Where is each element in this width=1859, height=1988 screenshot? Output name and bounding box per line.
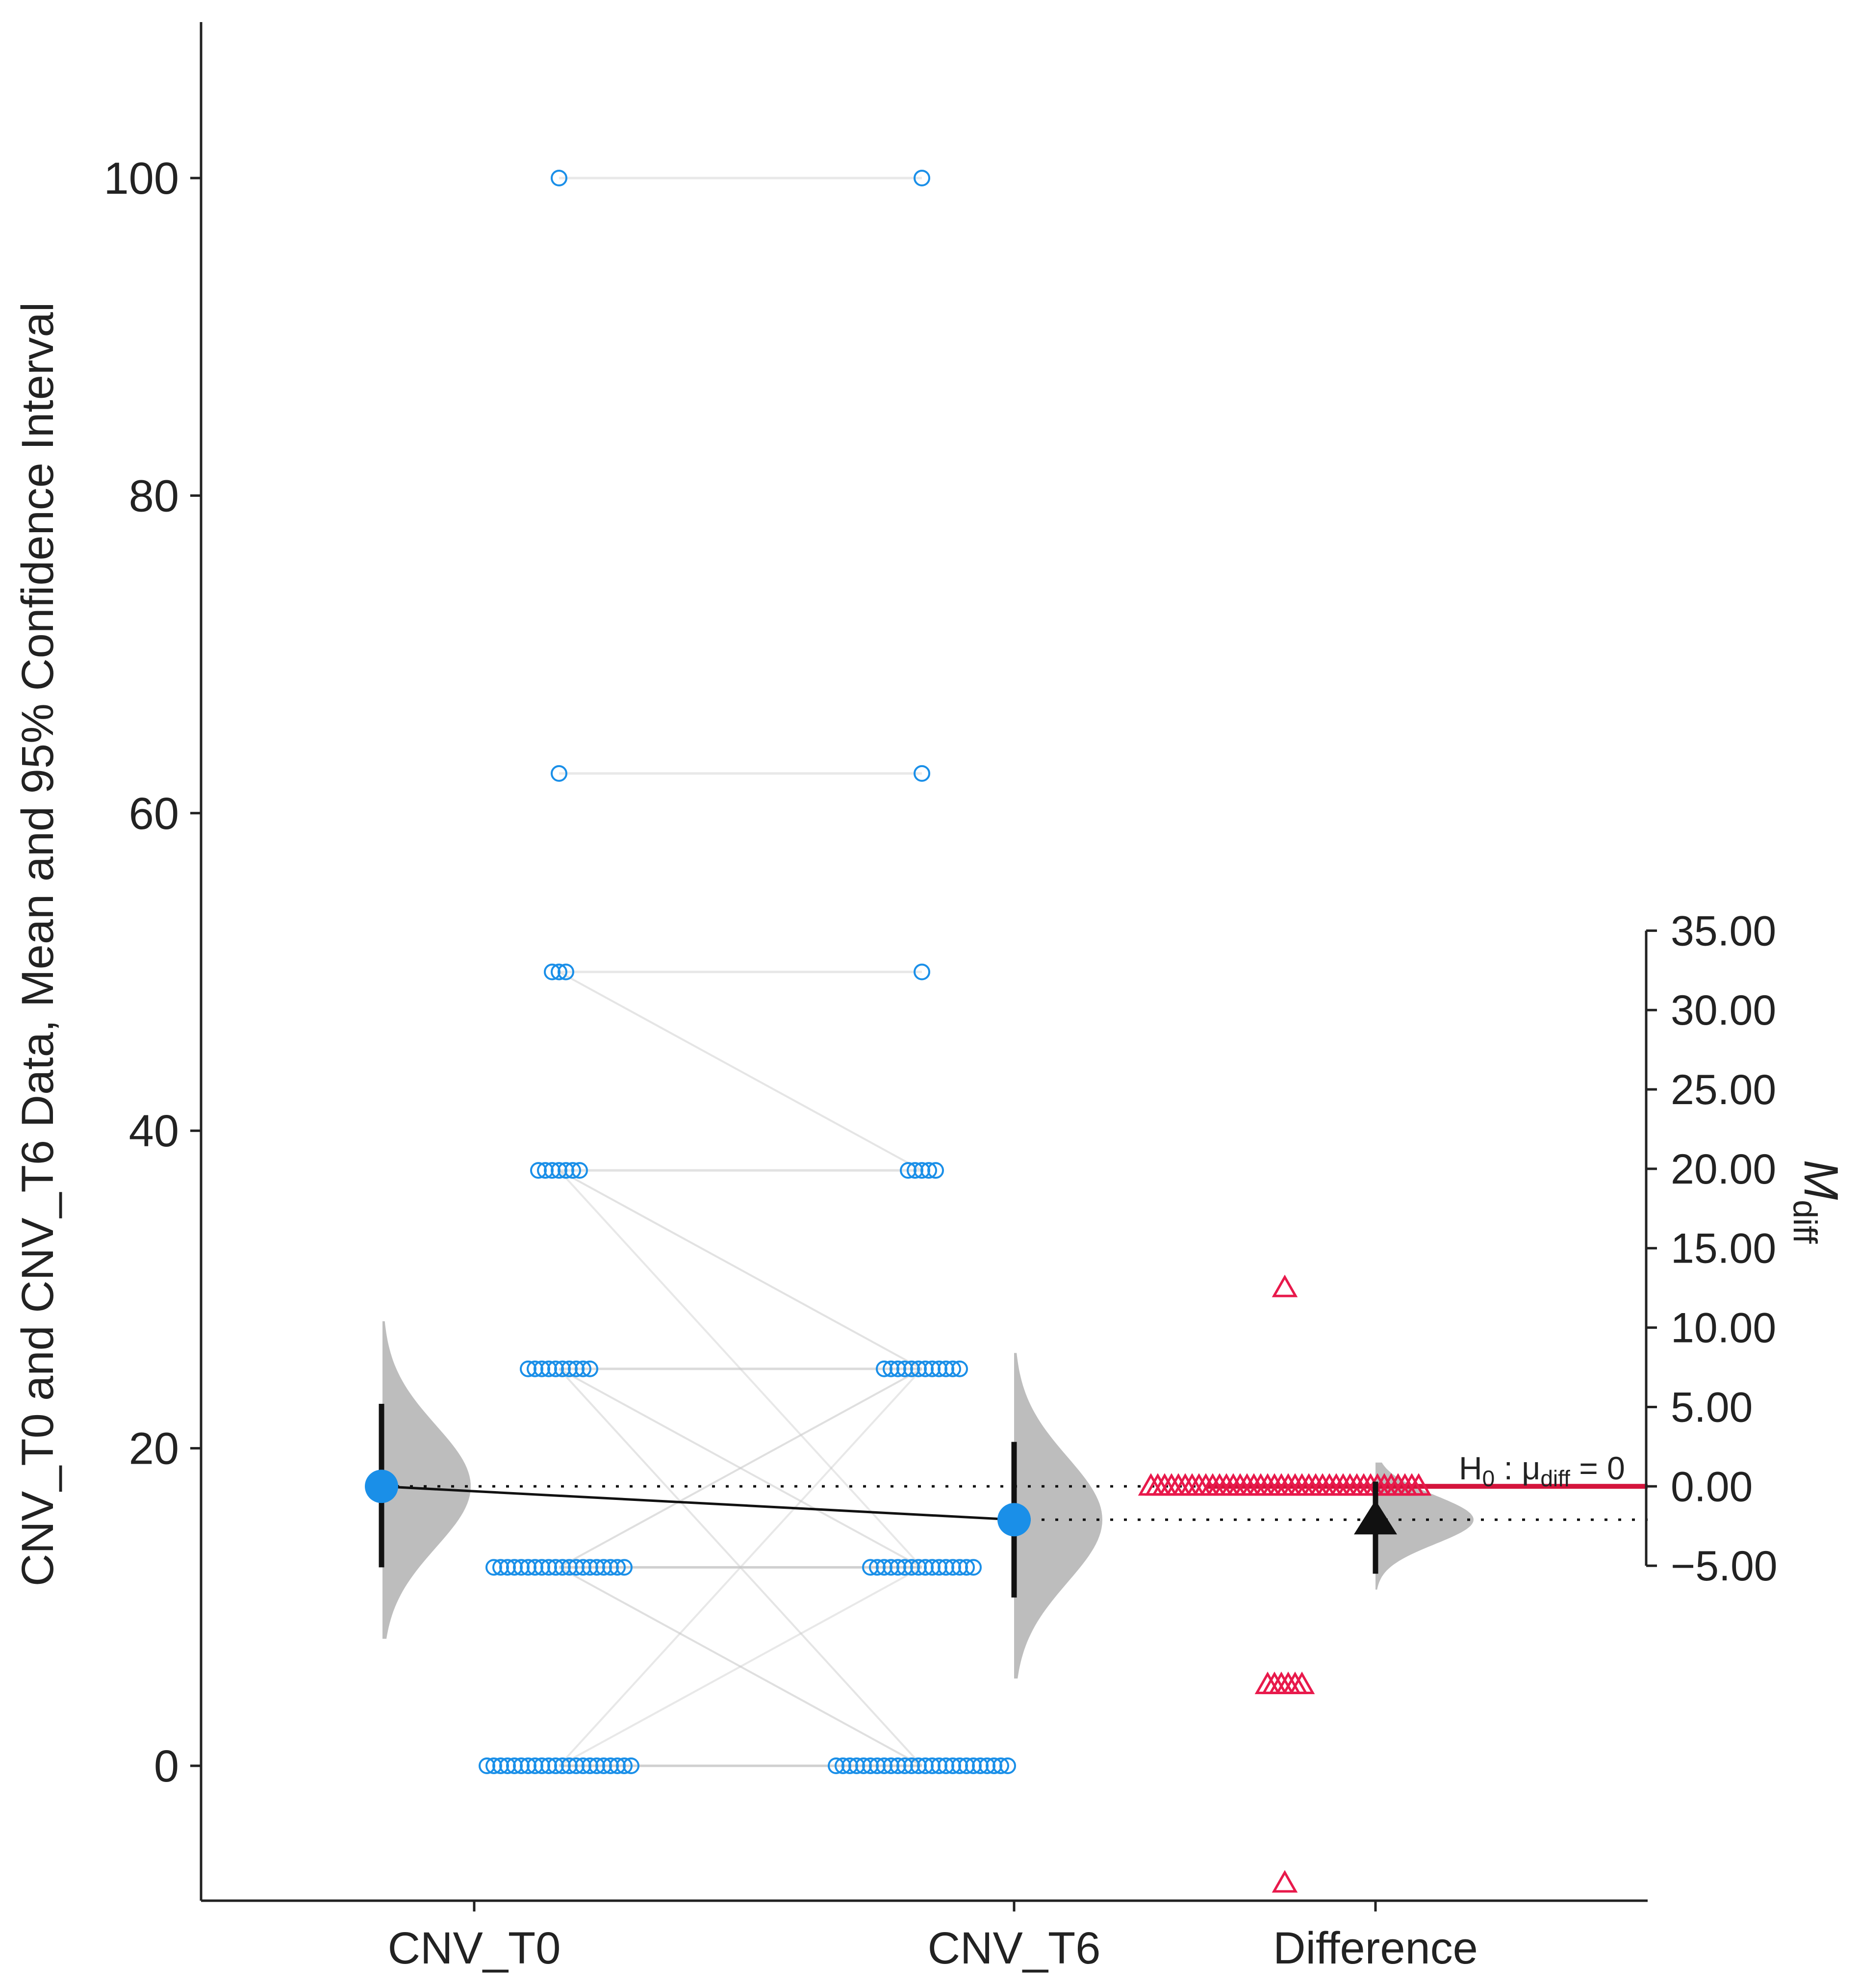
x-tick-label: Difference	[1273, 1923, 1478, 1973]
pair-line	[558, 1368, 923, 1767]
data-points-layer	[479, 170, 1432, 1893]
difference-tick-label: 35.00	[1671, 907, 1776, 955]
data-point	[914, 765, 930, 782]
mean-connector-line	[381, 1485, 1015, 1521]
data-point	[965, 1559, 982, 1576]
null-hypothesis-h: H	[1459, 1450, 1482, 1486]
density-curve	[1014, 1353, 1102, 1678]
data-point	[999, 1757, 1016, 1774]
data-point	[623, 1757, 639, 1774]
y-axis-label: CNV_T0 and CNV_T6 Data, Mean and 95% Con…	[13, 302, 63, 1586]
data-point	[920, 1162, 937, 1179]
difference-axis-label: Mdiff	[1786, 1160, 1848, 1243]
difference-tick-label: −5.00	[1671, 1543, 1778, 1590]
paired-lines-layer	[558, 177, 923, 1767]
means-layer	[365, 1403, 1397, 1598]
y-tick-label: 20	[129, 1424, 179, 1474]
difference-tick-label: 25.00	[1671, 1066, 1776, 1113]
difference-tick-label: 0.00	[1671, 1463, 1753, 1510]
null-hypothesis-label: H0 : μdiff = 0	[1459, 1450, 1625, 1491]
data-point	[958, 1559, 975, 1576]
x-tick-label: CNV_T6	[928, 1923, 1101, 1973]
data-point	[914, 963, 930, 981]
pair-line	[559, 1566, 922, 1767]
data-point	[914, 170, 930, 186]
data-point	[564, 1162, 581, 1179]
difference-tick-label: 30.00	[1671, 987, 1776, 1034]
data-point	[616, 1757, 633, 1774]
y-tick-label: 40	[129, 1106, 179, 1156]
null-hypothesis-h-sub: 0	[1482, 1466, 1495, 1491]
mean-marker-t0	[365, 1470, 398, 1503]
y-tick-label: 60	[129, 789, 179, 839]
difference-point	[1272, 1274, 1298, 1297]
pair-line	[559, 971, 922, 1171]
difference-point	[1405, 1473, 1432, 1496]
data-point	[616, 1559, 633, 1576]
data-point	[609, 1559, 626, 1576]
mean-marker-t6	[997, 1503, 1031, 1537]
data-point	[551, 170, 567, 186]
pair-line	[559, 1368, 922, 1569]
difference-axis-label-main: M	[1794, 1160, 1848, 1200]
difference-tick-label: 15.00	[1671, 1225, 1776, 1272]
pair-line	[559, 1566, 922, 1767]
y-tick-label: 100	[104, 154, 179, 204]
axes-layer: 0 20 40 60 80 100 CNV_T0 CNV_T6 Difference 35.00 3…	[104, 22, 1778, 1973]
data-point	[575, 1360, 591, 1377]
pair-line	[559, 1169, 922, 1370]
data-point	[927, 1162, 944, 1179]
data-point	[951, 1360, 968, 1377]
y-tick-label: 0	[154, 1741, 179, 1791]
data-point	[551, 963, 567, 981]
null-hypothesis-mu-sub: diff	[1540, 1466, 1570, 1491]
x-tick-label: CNV_T0	[388, 1923, 561, 1973]
data-point	[551, 765, 567, 782]
data-point	[944, 1360, 961, 1377]
difference-tick-label: 20.00	[1671, 1146, 1776, 1193]
difference-tick-label: 10.00	[1671, 1305, 1776, 1352]
difference-point	[1272, 1870, 1298, 1893]
data-point	[558, 963, 574, 981]
density-curve	[382, 1321, 471, 1639]
y-tick-label: 80	[129, 471, 179, 521]
null-hypothesis-equals: = 0	[1570, 1450, 1625, 1486]
mean-marker-difference	[1354, 1500, 1397, 1535]
data-point	[993, 1757, 1009, 1774]
null-hypothesis-mu: : μ	[1495, 1450, 1540, 1486]
data-point	[582, 1360, 598, 1377]
difference-point	[1289, 1671, 1315, 1694]
difference-axis-label-sub: diff	[1786, 1200, 1824, 1244]
difference-tick-label: 5.00	[1671, 1384, 1753, 1431]
data-point	[571, 1162, 588, 1179]
